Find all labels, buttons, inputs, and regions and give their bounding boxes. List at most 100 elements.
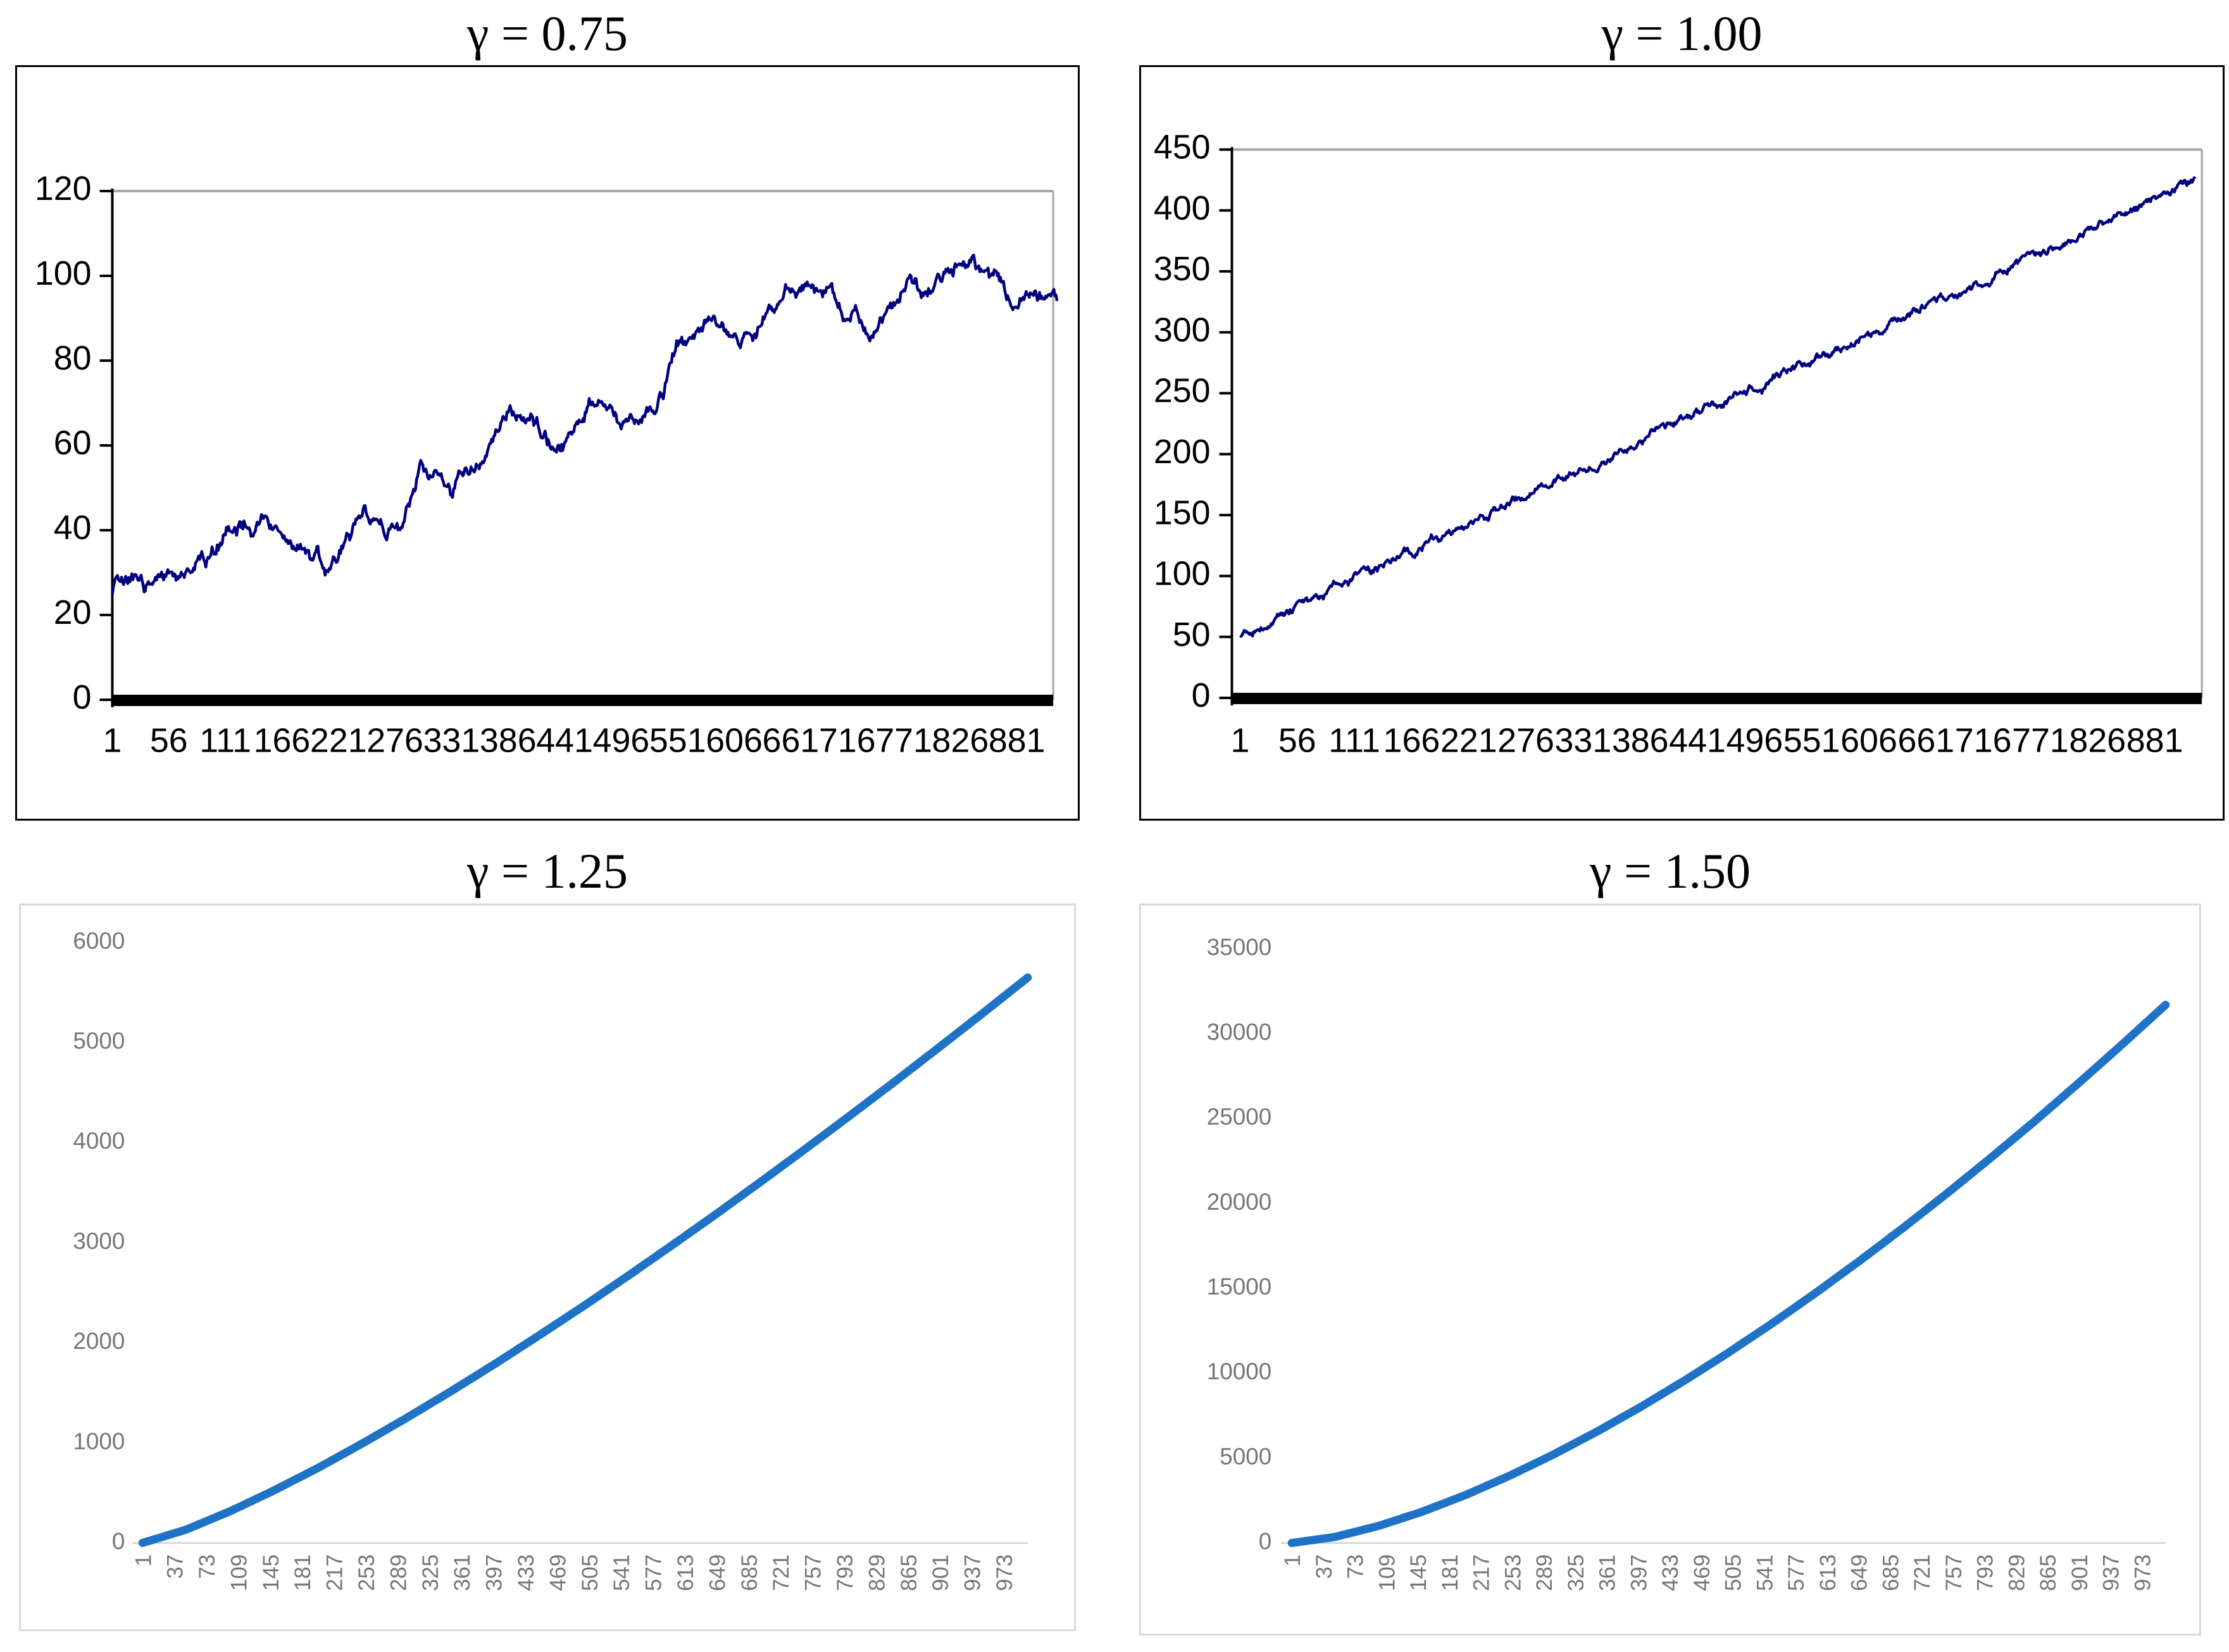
svg-text:111: 111 [1328, 722, 1380, 760]
svg-text:685: 685 [1878, 1555, 1903, 1591]
svg-text:433: 433 [1658, 1555, 1683, 1591]
svg-text:881: 881 [989, 722, 1046, 760]
svg-text:217: 217 [1470, 1555, 1494, 1591]
svg-text:721: 721 [769, 1555, 794, 1591]
svg-text:865: 865 [897, 1555, 921, 1591]
svg-text:80: 80 [54, 339, 92, 377]
svg-text:441: 441 [536, 722, 593, 760]
svg-text:30000: 30000 [1207, 1019, 1272, 1045]
svg-text:325: 325 [1564, 1555, 1589, 1591]
svg-text:250: 250 [1154, 372, 1211, 410]
svg-text:771: 771 [875, 722, 932, 760]
svg-text:0: 0 [73, 678, 92, 716]
svg-text:289: 289 [386, 1555, 411, 1591]
svg-text:181: 181 [1438, 1555, 1463, 1591]
svg-text:1000: 1000 [73, 1428, 125, 1454]
svg-text:0: 0 [1259, 1529, 1272, 1555]
svg-text:433: 433 [514, 1555, 539, 1591]
svg-text:865: 865 [2036, 1555, 2061, 1591]
svg-text:937: 937 [2099, 1555, 2124, 1591]
svg-text:25000: 25000 [1207, 1104, 1272, 1130]
svg-text:37: 37 [1312, 1555, 1337, 1579]
svg-text:1: 1 [1280, 1555, 1305, 1567]
chart-panel-gamma-0-75: 0 20 40 60 80 100 120 1 56 111 166 221 276 331 386 441 4… [15, 65, 1080, 821]
svg-text:881: 881 [2126, 722, 2183, 760]
svg-text:541: 541 [1752, 1555, 1777, 1591]
svg-text:505: 505 [1721, 1555, 1746, 1591]
svg-text:771: 771 [2012, 722, 2069, 760]
svg-text:973: 973 [2130, 1555, 2155, 1591]
svg-text:145: 145 [259, 1555, 284, 1591]
svg-text:826: 826 [932, 722, 989, 760]
svg-text:15000: 15000 [1207, 1274, 1272, 1300]
svg-text:901: 901 [928, 1555, 953, 1591]
svg-text:181: 181 [290, 1555, 315, 1591]
svg-text:300: 300 [1154, 311, 1211, 349]
svg-text:496: 496 [1726, 722, 1783, 760]
svg-text:100: 100 [1154, 555, 1211, 593]
svg-text:5000: 5000 [1220, 1443, 1271, 1469]
svg-text:253: 253 [354, 1555, 379, 1591]
svg-text:496: 496 [593, 722, 650, 760]
svg-text:166: 166 [1383, 722, 1440, 760]
svg-text:361: 361 [1595, 1555, 1620, 1591]
svg-text:221: 221 [1440, 722, 1497, 760]
svg-text:826: 826 [2069, 722, 2126, 760]
svg-text:56: 56 [150, 722, 188, 760]
svg-text:386: 386 [1612, 722, 1669, 760]
chart-title-gamma-1-00: γ = 1.00 [1601, 6, 1763, 61]
svg-text:397: 397 [482, 1555, 507, 1591]
chart-title-gamma-1-50: γ = 1.50 [1590, 843, 1751, 898]
svg-text:20000: 20000 [1207, 1189, 1272, 1215]
svg-text:111: 111 [199, 722, 251, 760]
line-chart-gamma-1-00: 0 50 100 150 200 250 300 350 400 450 1 56 111 166 221 2… [1154, 128, 2203, 760]
svg-text:200: 200 [1154, 433, 1211, 471]
svg-text:901: 901 [2068, 1555, 2092, 1591]
svg-text:397: 397 [1626, 1555, 1651, 1591]
svg-text:551: 551 [649, 722, 706, 760]
chart-panel-gamma-1-25: 0 1000 2000 3000 4000 5000 6000 1 37 73 109 145 181 2… [19, 904, 1076, 1631]
svg-text:10000: 10000 [1207, 1358, 1272, 1384]
svg-text:331: 331 [423, 722, 480, 760]
svg-text:721: 721 [1910, 1555, 1935, 1591]
svg-text:276: 276 [1497, 722, 1554, 760]
svg-text:109: 109 [1375, 1555, 1399, 1591]
svg-text:469: 469 [1690, 1555, 1714, 1591]
svg-text:20: 20 [54, 593, 92, 631]
svg-text:217: 217 [323, 1555, 347, 1591]
svg-text:757: 757 [1942, 1555, 1966, 1591]
svg-text:40: 40 [54, 509, 92, 547]
svg-text:56: 56 [1278, 722, 1316, 760]
svg-text:73: 73 [195, 1555, 220, 1579]
chart-title-gamma-0-75: γ = 0.75 [467, 6, 628, 61]
svg-text:577: 577 [642, 1555, 666, 1591]
svg-text:331: 331 [1555, 722, 1612, 760]
svg-text:3000: 3000 [73, 1228, 125, 1254]
chart-panel-gamma-1-50: 0 5000 10000 15000 20000 25000 30000 35000 1 37 73… [1139, 904, 2201, 1636]
chart-title-gamma-1-25: γ = 1.25 [467, 843, 628, 898]
line-chart-gamma-1-50: 0 5000 10000 15000 20000 25000 30000 35000 1 37 73… [1207, 934, 2170, 1591]
svg-text:60: 60 [54, 424, 92, 462]
svg-text:661: 661 [1897, 722, 1954, 760]
svg-text:361: 361 [450, 1555, 475, 1591]
svg-text:37: 37 [163, 1555, 188, 1579]
svg-text:829: 829 [2004, 1555, 2029, 1591]
svg-text:4000: 4000 [73, 1128, 125, 1154]
svg-text:221: 221 [310, 722, 367, 760]
svg-text:661: 661 [763, 722, 820, 760]
svg-text:577: 577 [1784, 1555, 1809, 1591]
svg-text:1: 1 [103, 722, 122, 760]
svg-text:145: 145 [1406, 1555, 1431, 1591]
svg-text:450: 450 [1154, 128, 1211, 166]
svg-text:73: 73 [1344, 1555, 1368, 1579]
svg-text:613: 613 [1816, 1555, 1840, 1591]
svg-text:973: 973 [992, 1555, 1017, 1591]
svg-text:829: 829 [865, 1555, 889, 1591]
svg-text:551: 551 [1783, 722, 1840, 760]
svg-text:793: 793 [1973, 1555, 1998, 1591]
svg-text:793: 793 [833, 1555, 858, 1591]
svg-text:1: 1 [1230, 722, 1249, 760]
svg-text:757: 757 [801, 1555, 826, 1591]
line-chart-gamma-1-25: 0 1000 2000 3000 4000 5000 6000 1 37 73 109 145 181 2… [73, 928, 1032, 1591]
svg-text:1: 1 [131, 1555, 156, 1567]
